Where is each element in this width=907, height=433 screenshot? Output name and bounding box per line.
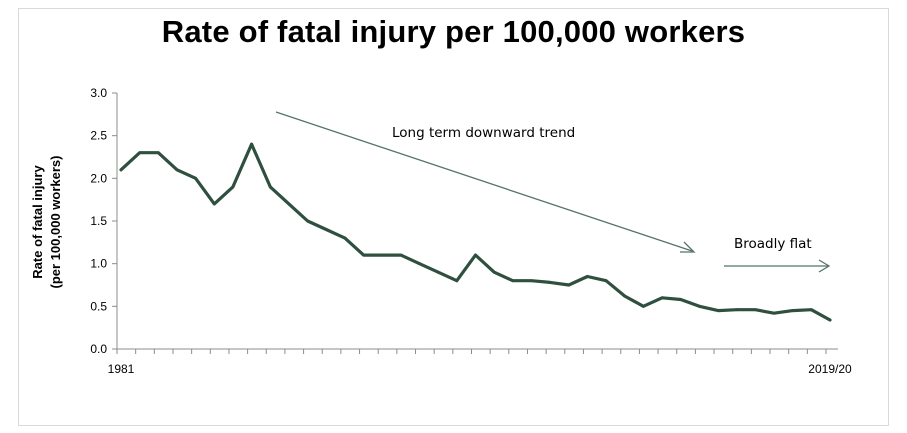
data-point (716, 309, 720, 312)
y-tick-label: 2.0 (90, 171, 107, 185)
trend-annotation: Long term downward trend (392, 125, 575, 141)
flat-arrow-head (818, 259, 831, 273)
data-point (455, 279, 459, 283)
x-tick-label-first: 1981 (108, 362, 135, 376)
data-point (697, 304, 701, 308)
data-point (548, 281, 552, 284)
data-point (380, 253, 384, 257)
data-point (194, 176, 198, 180)
data-point (175, 168, 179, 172)
y-tick-label: 3.0 (90, 86, 107, 100)
data-point (772, 311, 776, 315)
y-tick-label: 1.0 (90, 257, 107, 271)
data-point (362, 253, 365, 257)
data-point (324, 228, 328, 231)
y-tick-label: 0.5 (90, 299, 107, 313)
annotations-layer: Long term downward trend Broadly flat (275, 111, 831, 273)
data-point (530, 279, 533, 283)
data-point (156, 151, 160, 155)
data-point (492, 270, 496, 274)
data-point (623, 294, 627, 298)
data-point (399, 253, 403, 257)
y-axis-title-line1: Rate of fatal injury (30, 165, 45, 279)
y-ticks: 0.0 0.5 1.0 1.5 2.0 2.5 3.0 (90, 86, 117, 356)
data-point (660, 296, 664, 300)
data-point (735, 308, 739, 312)
data-point (138, 151, 142, 155)
series-line (119, 142, 832, 322)
data-point (511, 279, 515, 283)
data-point (436, 270, 440, 274)
data-point (753, 308, 757, 312)
data-point (809, 308, 813, 312)
y-tick-label: 2.5 (90, 129, 107, 143)
data-point (231, 185, 235, 189)
chart-frame (18, 8, 889, 426)
data-point (586, 275, 589, 278)
trend-arrow-head (680, 241, 696, 253)
x-ticks: 1981 2019/20 (108, 349, 852, 376)
chart-title: Rate of fatal injury per 100,000 workers (161, 14, 746, 49)
x-tick-label-last: 2019/20 (808, 362, 852, 376)
data-point (268, 185, 272, 189)
y-tick-label: 0.0 (90, 342, 107, 356)
data-point (828, 318, 832, 322)
data-point (604, 279, 608, 283)
data-point (642, 304, 645, 308)
data-point (287, 202, 291, 206)
y-tick-label: 1.5 (90, 214, 107, 228)
y-axis-title-line2: (per 100,000 workers) (48, 156, 63, 289)
data-point (119, 168, 123, 172)
data-point (679, 298, 683, 301)
data-point (474, 253, 477, 257)
data-point (418, 262, 421, 266)
data-point (212, 202, 216, 206)
data-point (250, 142, 254, 146)
trend-arrow-line (275, 111, 693, 252)
data-point (791, 309, 795, 312)
data-point (343, 236, 347, 240)
series-layer (119, 142, 832, 322)
data-point (306, 219, 309, 223)
flat-annotation: Broadly flat (734, 236, 812, 252)
data-point (567, 283, 571, 287)
